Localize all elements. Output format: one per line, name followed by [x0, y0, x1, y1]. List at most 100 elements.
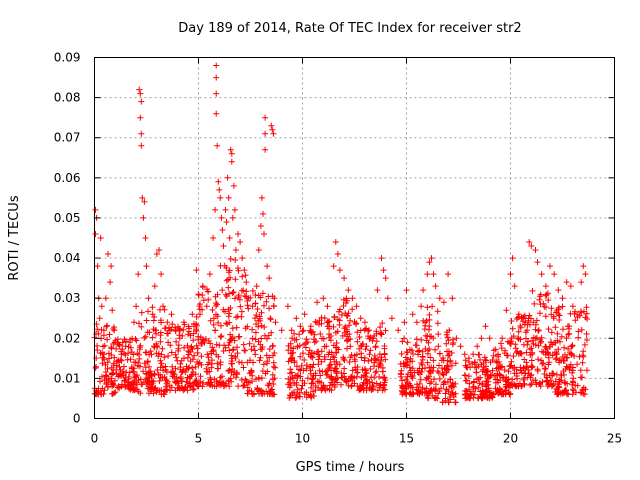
- data-point: [244, 359, 251, 366]
- data-point: [294, 343, 301, 350]
- data-point: [232, 257, 239, 263]
- data-point: [321, 315, 328, 322]
- data-point: [426, 380, 433, 387]
- data-point: [136, 86, 143, 93]
- data-point: [388, 315, 395, 322]
- data-point: [131, 359, 138, 366]
- data-point: [314, 378, 321, 385]
- data-point: [523, 359, 530, 366]
- data-point: [264, 382, 271, 389]
- data-point: [364, 376, 370, 383]
- data-point: [487, 371, 494, 378]
- data-point: [243, 288, 250, 295]
- data-point: [288, 356, 295, 363]
- data-point: [426, 259, 433, 266]
- data-point: [240, 364, 247, 371]
- data-point: [210, 235, 217, 241]
- data-point: [583, 331, 590, 337]
- data-point: [507, 271, 514, 278]
- data-point: [203, 286, 210, 293]
- data-point: [188, 344, 195, 351]
- data-point: [577, 367, 584, 374]
- data-point: [233, 374, 240, 381]
- data-point: [121, 350, 128, 357]
- data-point: [543, 291, 550, 298]
- data-point: [352, 321, 359, 328]
- data-point: [462, 395, 469, 402]
- data-point: [128, 349, 135, 355]
- data-point: [565, 331, 572, 338]
- data-point: [368, 386, 375, 393]
- data-point: [356, 382, 363, 389]
- data-point: [225, 313, 232, 320]
- data-point: [327, 382, 333, 389]
- data-point: [213, 90, 220, 97]
- data-point: [436, 350, 443, 357]
- data-point: [157, 371, 164, 378]
- data-point: [235, 292, 242, 299]
- data-point: [178, 375, 185, 382]
- data-point: [122, 384, 129, 391]
- data-point: [461, 351, 468, 358]
- data-point: [379, 320, 386, 327]
- data-point: [581, 341, 588, 348]
- data-point: [477, 356, 483, 363]
- data-point: [508, 338, 515, 345]
- data-point: [317, 331, 324, 337]
- data-point: [528, 345, 535, 352]
- data-point: [228, 360, 235, 367]
- data-point: [539, 360, 546, 367]
- data-point: [348, 352, 355, 359]
- data-point: [179, 378, 185, 385]
- data-point: [213, 311, 219, 318]
- data-point: [261, 231, 267, 237]
- data-point: [158, 351, 165, 358]
- data-point: [239, 273, 246, 280]
- data-point: [238, 308, 245, 315]
- data-point: [528, 357, 535, 364]
- data-point: [296, 366, 302, 373]
- data-point: [482, 391, 489, 398]
- data-point: [509, 376, 516, 383]
- data-point: [214, 301, 220, 308]
- data-point: [572, 317, 579, 324]
- data-point: [284, 303, 291, 310]
- data-point: [461, 372, 468, 379]
- data-point: [561, 388, 568, 395]
- data-point: [560, 326, 566, 333]
- data-point: [218, 214, 225, 221]
- data-point: [289, 375, 296, 382]
- data-point: [398, 371, 404, 378]
- data-point: [326, 323, 333, 330]
- data-point: [518, 350, 525, 357]
- data-point: [381, 350, 388, 357]
- data-point: [226, 339, 233, 346]
- data-point: [161, 354, 168, 361]
- data-point: [551, 271, 558, 278]
- data-point: [349, 306, 356, 313]
- data-point: [241, 293, 248, 299]
- data-point: [291, 380, 298, 387]
- data-point: [417, 376, 424, 383]
- data-point: [449, 389, 456, 396]
- data-point: [127, 356, 134, 363]
- data-point: [301, 341, 308, 348]
- data-point: [547, 263, 553, 270]
- data-point: [166, 327, 173, 334]
- data-point: [541, 371, 548, 377]
- data-point: [326, 364, 333, 371]
- data-point: [555, 287, 562, 294]
- data-point: [517, 323, 524, 329]
- data-point: [452, 360, 459, 367]
- data-point: [575, 334, 582, 341]
- data-point: [157, 357, 164, 364]
- data-point: [194, 349, 201, 356]
- data-point: [549, 382, 556, 389]
- data-point: [119, 346, 126, 353]
- data-point: [530, 334, 537, 341]
- data-point: [341, 275, 348, 282]
- data-point: [227, 146, 234, 153]
- data-point: [232, 247, 239, 253]
- data-point: [314, 349, 321, 355]
- data-point: [331, 314, 338, 321]
